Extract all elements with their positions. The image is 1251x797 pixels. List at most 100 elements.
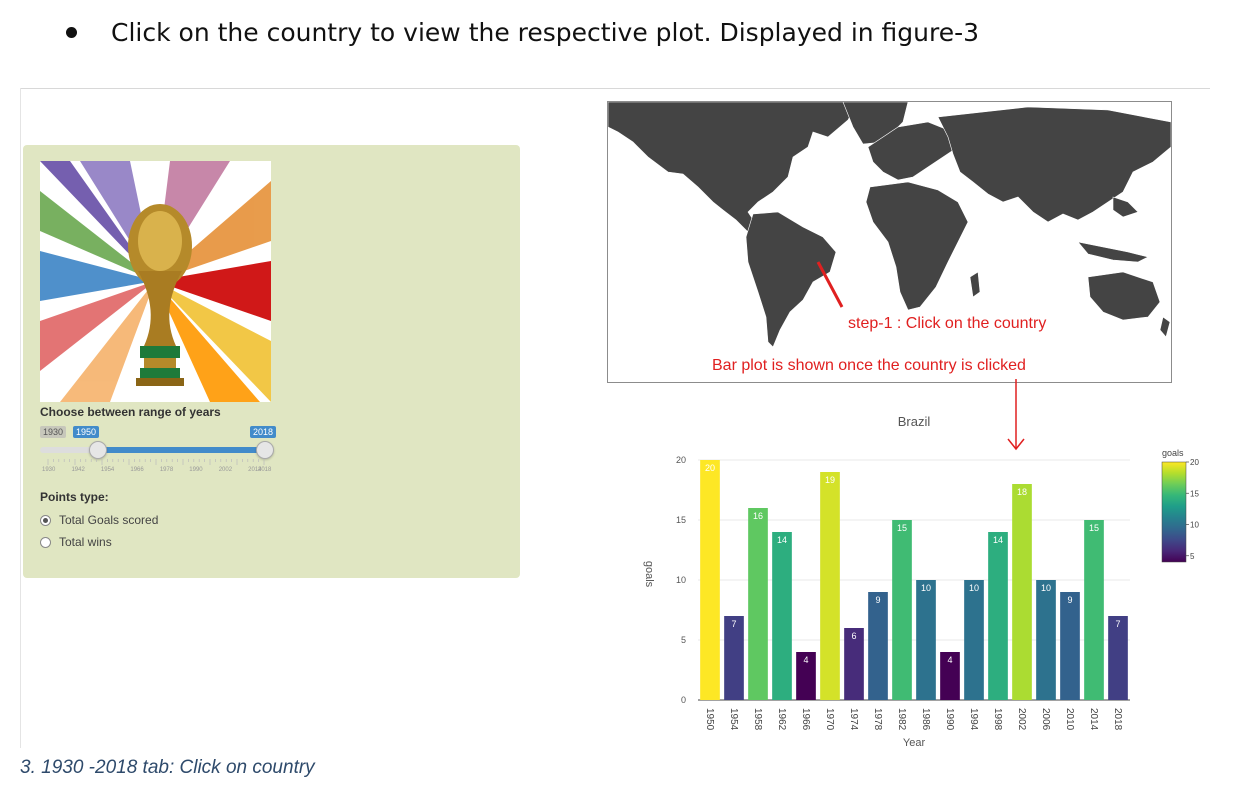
map-region-south-america <box>745 211 837 348</box>
slider-handle-to[interactable] <box>256 441 274 459</box>
world-map-canvas[interactable] <box>608 102 1171 382</box>
bar-chart[interactable]: Brazil 0 5 10 15 20 goals 20 1950 7 1954 16 1958 14 19… <box>620 400 1220 752</box>
map-region-asia <box>937 106 1171 223</box>
x-tick-label: 1954 <box>728 708 739 731</box>
x-tick-label: 1966 <box>800 708 811 731</box>
x-tick-label: 1962 <box>776 708 787 731</box>
colorbar-tick-label: 15 <box>1190 489 1199 498</box>
x-tick-label: 2014 <box>1088 708 1099 731</box>
slider-grid-label: 1930 <box>42 467 56 473</box>
x-axis-label: Year <box>903 737 926 749</box>
slider-grid-label: 1966 <box>130 467 144 473</box>
bar-1986 <box>916 580 936 700</box>
bar-2014 <box>1084 520 1104 700</box>
slider-grid-label: 1978 <box>159 467 174 473</box>
map-region-africa <box>865 181 969 311</box>
bar-2006 <box>1036 580 1056 700</box>
map-region-europe <box>867 121 959 181</box>
annotation-down-arrow-icon <box>1007 379 1025 451</box>
slider-to-label: 2018 <box>249 426 276 438</box>
slider-handle-from[interactable] <box>89 441 108 459</box>
bar-value-label: 9 <box>1067 595 1072 605</box>
x-tick-label: 2010 <box>1064 708 1075 731</box>
bar-2002 <box>1012 484 1032 700</box>
bar-1958 <box>748 508 768 700</box>
bar-2010 <box>1060 592 1080 700</box>
bar-value-label: 19 <box>825 475 835 485</box>
colorbar-title: goals <box>1162 448 1184 458</box>
bar-1950 <box>700 460 720 700</box>
x-tick-label: 1994 <box>968 708 979 731</box>
screenshot-frame-left <box>20 88 21 748</box>
slider-from-label: 1950 <box>73 426 100 438</box>
instruction-text: Click on the country to view the respect… <box>111 17 980 47</box>
bar-1990 <box>940 652 960 700</box>
bullet-icon <box>66 26 77 38</box>
x-tick-label: 1998 <box>992 708 1003 731</box>
y-tick-label: 20 <box>676 455 686 465</box>
y-tick-label: 15 <box>676 515 686 525</box>
y-tick-label: 5 <box>681 635 686 645</box>
bar-value-label: 10 <box>969 583 979 593</box>
bar-value-label: 16 <box>753 511 763 521</box>
slider-grid-label: 1954 <box>100 467 115 473</box>
bar-value-label: 10 <box>1041 583 1051 593</box>
bar-1998 <box>988 532 1008 700</box>
bar-value-label: 15 <box>897 523 907 533</box>
slider-grid-label: 1942 <box>71 467 85 473</box>
bar-value-label: 20 <box>705 463 715 473</box>
x-tick-label: 2002 <box>1016 708 1027 731</box>
instruction-line: Click on the country to view the respect… <box>66 14 979 50</box>
y-tick-label: 10 <box>676 575 686 585</box>
slider-grid-label: 2014 <box>248 467 262 473</box>
x-tick-label: 1982 <box>896 708 907 731</box>
annotation-step-text: step-1 : Click on the country <box>848 315 1047 332</box>
slider-grid-label: 2018 <box>258 467 272 473</box>
radio-selected-icon[interactable] <box>40 514 51 526</box>
slider-grid-label: 2002 <box>218 467 233 473</box>
screenshot-frame-top <box>20 88 1210 89</box>
colorbar-tick-label: 20 <box>1190 458 1199 467</box>
year-range-slider[interactable]: 1930 1950 2018 1930 1942 1954 1966 1978 1990 2… <box>40 423 276 478</box>
bar-2018 <box>1108 616 1128 700</box>
bar-value-label: 4 <box>803 655 808 665</box>
bar-1994 <box>964 580 984 700</box>
colorbar-tick-label: 10 <box>1190 521 1199 530</box>
bar-value-label: 7 <box>731 619 736 629</box>
bar-value-label: 6 <box>851 631 856 641</box>
x-tick-label: 1974 <box>848 708 859 731</box>
chart-title: Brazil <box>898 414 931 429</box>
x-tick-label: 1990 <box>944 708 955 731</box>
bar-1954 <box>724 616 744 700</box>
slider-selected-range <box>97 447 264 453</box>
sidebar-panel: Choose between range of years 1930 1950 … <box>23 145 520 578</box>
x-tick-label: 1950 <box>704 708 715 731</box>
bar-1962 <box>772 532 792 700</box>
world-cup-trophy-image <box>40 161 271 402</box>
radio-unselected-icon[interactable] <box>40 536 51 548</box>
bar-value-label: 15 <box>1089 523 1099 533</box>
bar-value-label: 7 <box>1115 619 1120 629</box>
range-label: Choose between range of years <box>40 405 221 419</box>
bar-value-label: 14 <box>777 535 787 545</box>
slider-min-label: 1930 <box>40 426 67 438</box>
y-axis-label: goals <box>643 561 655 588</box>
radio-total-wins[interactable]: Total wins <box>40 535 112 549</box>
bar-1982 <box>892 520 912 700</box>
map-region-australia <box>1087 271 1161 321</box>
y-tick-label: 0 <box>681 695 686 705</box>
x-tick-label: 2018 <box>1112 708 1123 731</box>
trophy-icon <box>40 161 271 402</box>
colorbar <box>1161 461 1187 563</box>
bar-value-label: 10 <box>921 583 931 593</box>
points-type-label: Points type: <box>40 490 109 504</box>
bar-1966 <box>796 652 816 700</box>
x-tick-label: 1958 <box>752 708 763 731</box>
bar-value-label: 4 <box>947 655 952 665</box>
figure-caption: 3. 1930 -2018 tab: Click on country <box>20 757 315 778</box>
world-map[interactable] <box>607 101 1172 383</box>
bar-1978 <box>868 592 888 700</box>
radio-total-goals[interactable]: Total Goals scored <box>40 513 158 527</box>
x-tick-label: 1978 <box>872 708 883 731</box>
bar-value-label: 14 <box>993 535 1003 545</box>
